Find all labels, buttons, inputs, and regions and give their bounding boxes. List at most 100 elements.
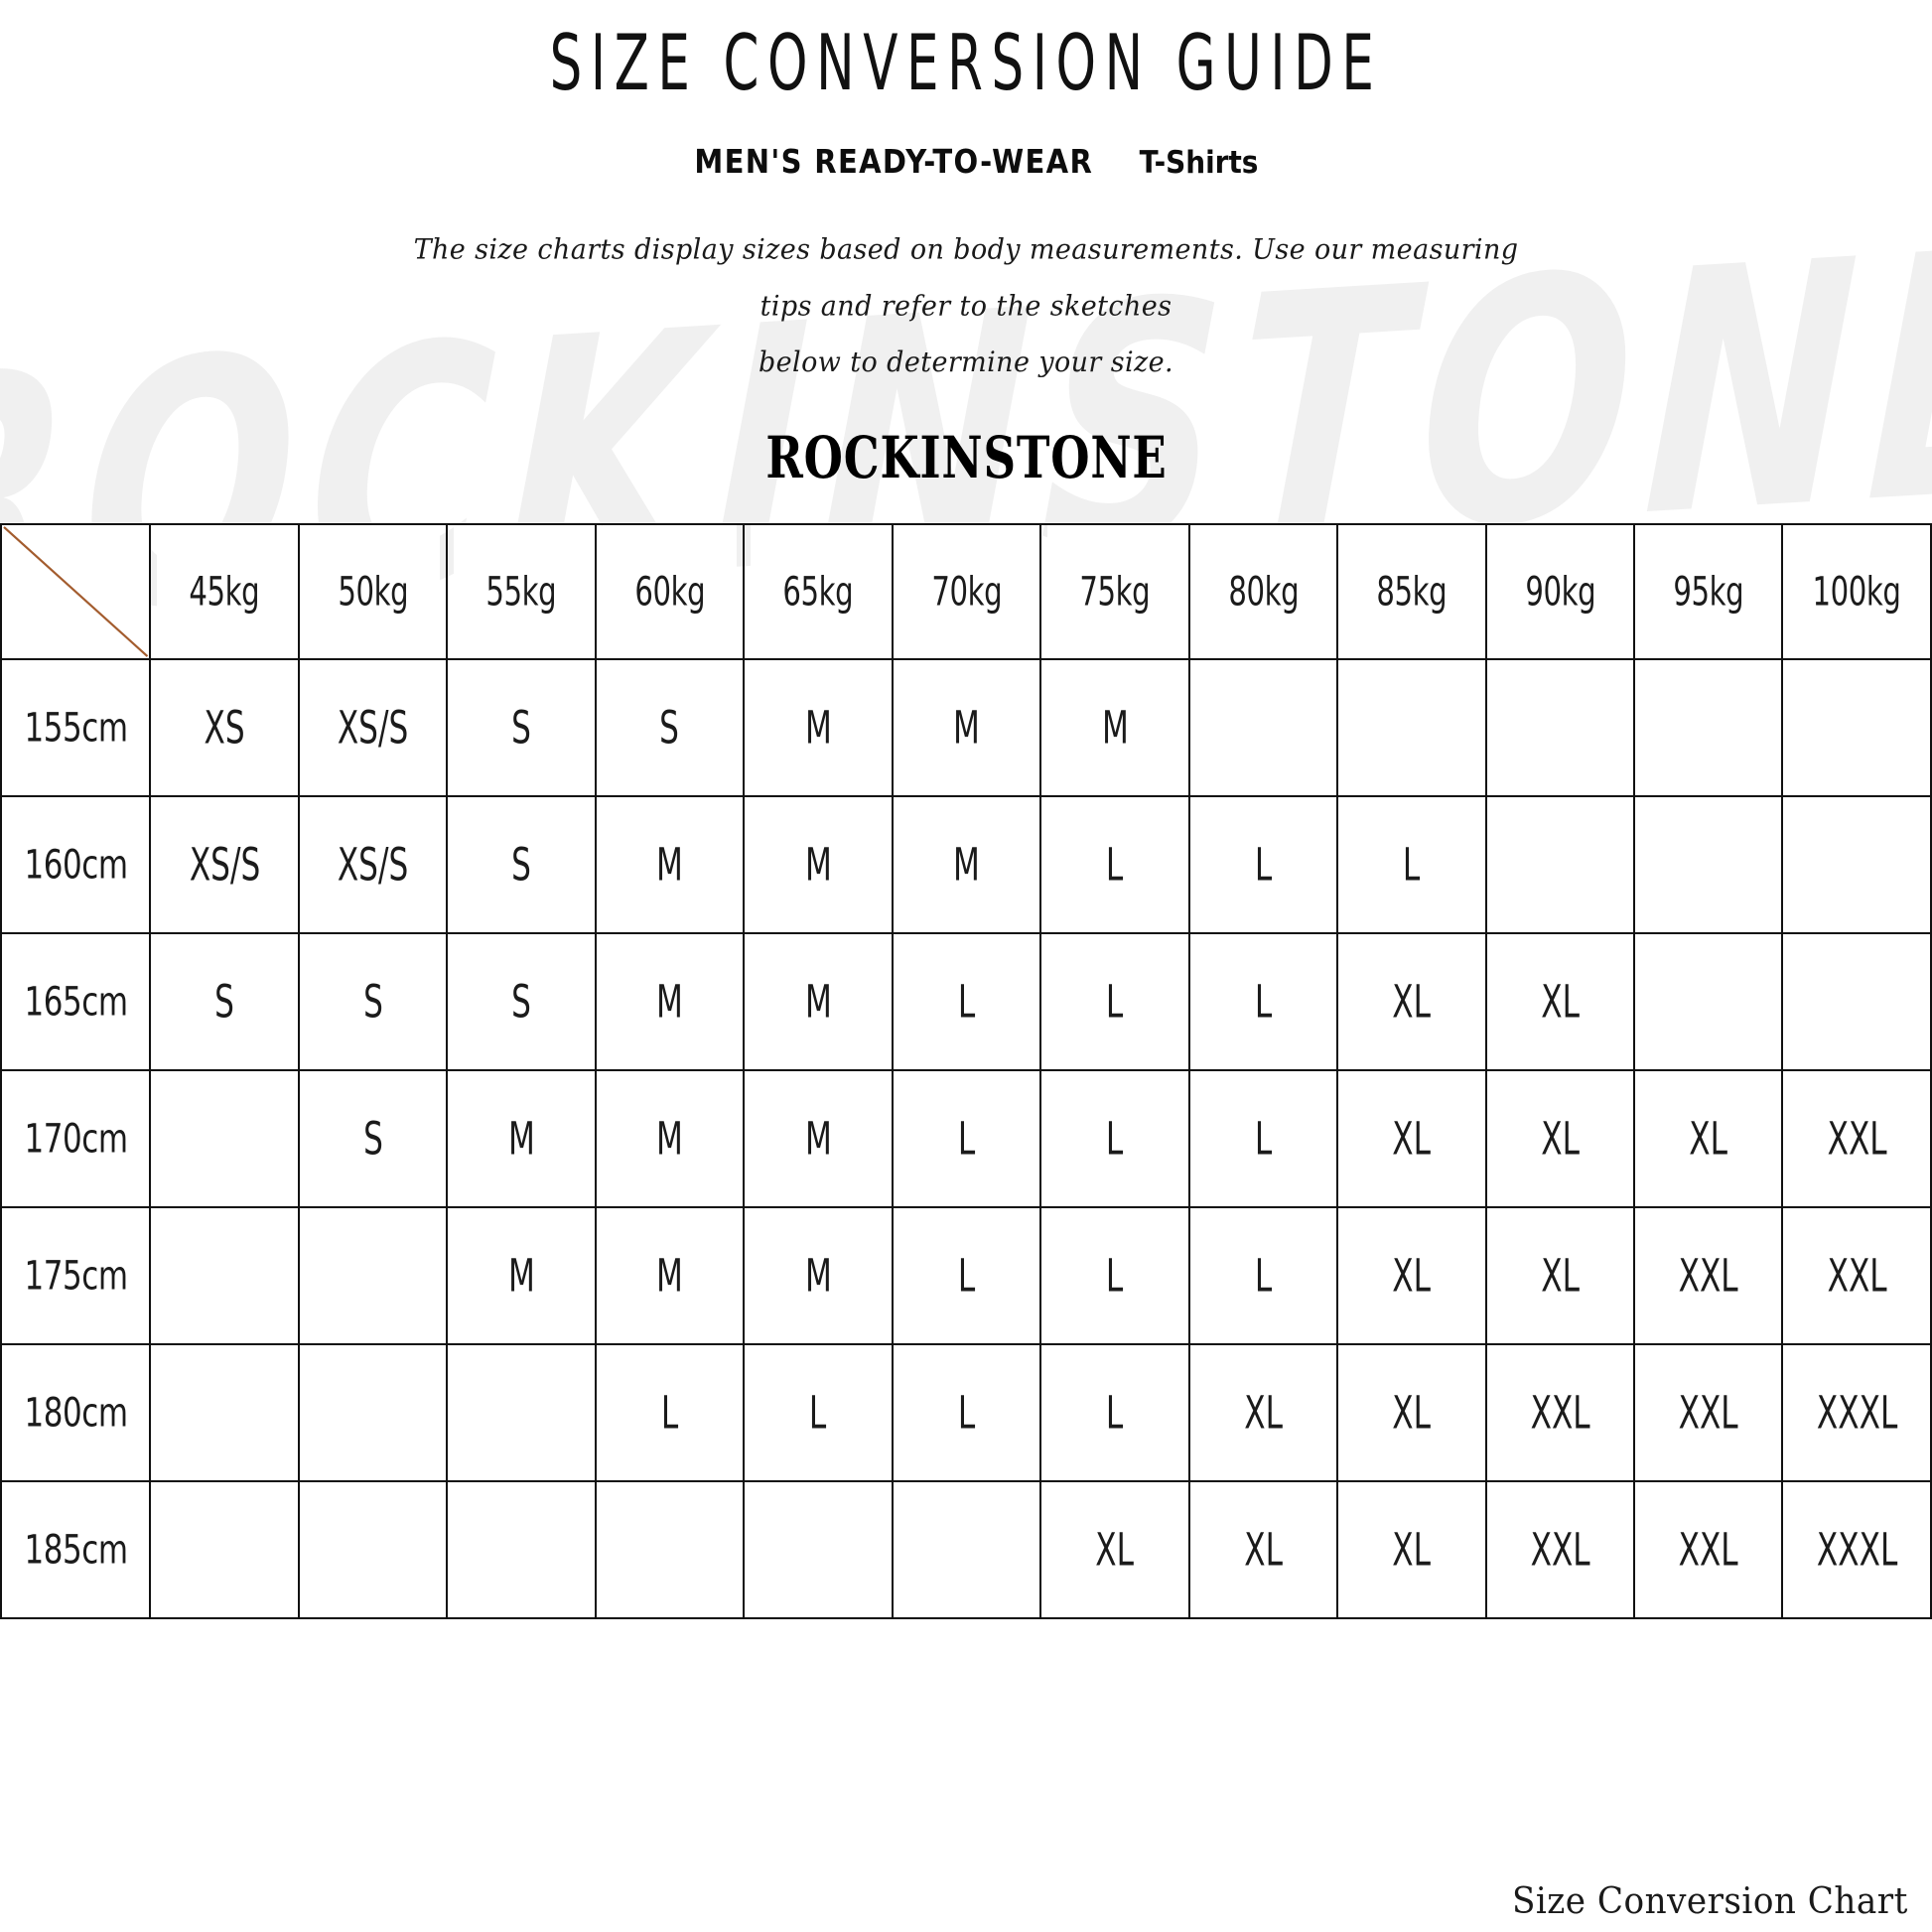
size-cell: L: [1039, 1343, 1190, 1482]
size-value: XXL: [1530, 1523, 1590, 1577]
size-cell: L: [891, 1206, 1042, 1345]
weight-column-header: 95kg: [1639, 523, 1778, 660]
size-value: M: [804, 701, 832, 755]
size-cell: XXL: [1781, 1206, 1932, 1345]
size-value: XXL: [1678, 1386, 1738, 1440]
size-value: XL: [1392, 1523, 1432, 1577]
size-value: L: [809, 1386, 827, 1440]
weight-label: 45kg: [189, 569, 260, 615]
weight-label: 95kg: [1673, 569, 1744, 615]
size-cell-empty: [1484, 795, 1635, 934]
size-cell: S: [446, 658, 597, 797]
size-value: XL: [1243, 1386, 1283, 1440]
size-cell-empty: [1187, 658, 1339, 797]
size-cell-empty: [446, 1343, 597, 1482]
size-cell: S: [446, 795, 597, 934]
size-cell: S: [446, 932, 597, 1071]
weight-column-header: 50kg: [303, 523, 443, 660]
size-value: L: [1403, 838, 1421, 892]
size-value: M: [656, 975, 683, 1029]
height-row-header: 175cm: [0, 1206, 152, 1345]
size-value: XS/S: [337, 838, 409, 892]
size-value: M: [952, 701, 980, 755]
description-text: The size charts display sizes based on b…: [405, 222, 1527, 391]
weight-label: 80kg: [1227, 569, 1299, 615]
table-row: 160cm XS/S XS/S S M M M L L L: [0, 795, 1932, 934]
size-value: XL: [1392, 1386, 1432, 1440]
size-cell: XL: [1336, 1206, 1487, 1345]
size-cell: M: [594, 795, 746, 934]
size-cell: XS: [149, 658, 300, 797]
size-cell-empty: [149, 1069, 300, 1208]
size-cell-empty: [1632, 932, 1784, 1071]
size-value: L: [1106, 1249, 1124, 1303]
weight-header-row: 45kg 50kg 55kg 60kg 65kg 70kg 75kg 80kg 85kg 90kg…: [0, 523, 1931, 660]
size-cell-empty: [297, 1206, 449, 1345]
size-cell: XL: [1632, 1069, 1784, 1208]
size-cell: XL: [1336, 932, 1487, 1071]
size-cell: M: [446, 1069, 597, 1208]
size-cell: XL: [1336, 1343, 1487, 1482]
size-cell: XXXL: [1781, 1480, 1932, 1619]
height-label: 185cm: [24, 1527, 128, 1573]
weight-label: 55kg: [485, 569, 557, 615]
size-value: L: [1254, 1112, 1273, 1166]
size-cell: M: [743, 795, 894, 934]
table-header: 45kg 50kg 55kg 60kg 65kg 70kg 75kg 80kg 85kg 90kg…: [0, 523, 1931, 660]
diagonal-divider-icon: [3, 526, 149, 657]
size-cell: XL: [1039, 1480, 1190, 1619]
size-cell: L: [1187, 795, 1339, 934]
size-cell: XXL: [1632, 1343, 1784, 1482]
size-cell: M: [594, 1069, 746, 1208]
size-value: M: [656, 838, 683, 892]
size-cell: M: [594, 1206, 746, 1345]
size-cell: XXL: [1484, 1343, 1635, 1482]
size-value: M: [656, 1249, 683, 1303]
size-cell-empty: [1632, 795, 1784, 934]
size-cell: S: [297, 1069, 449, 1208]
size-value: S: [511, 975, 531, 1029]
size-cell: XS/S: [297, 658, 449, 797]
size-cell: L: [891, 932, 1042, 1071]
size-cell: L: [1039, 795, 1190, 934]
height-label: 180cm: [24, 1390, 128, 1436]
page-title: SIZE CONVERSION GUIDE: [549, 18, 1383, 108]
table-row: 175cm M M M L L L XL XL XXL XXL: [0, 1206, 1932, 1345]
subtitle-row: MEN'S READY-TO-WEAR T-Shirts: [0, 142, 1932, 181]
size-value: XS: [204, 701, 245, 755]
size-cell: XL: [1336, 1069, 1487, 1208]
size-value: M: [1101, 701, 1129, 755]
size-value: L: [1254, 838, 1273, 892]
size-value: XS/S: [189, 838, 260, 892]
weight-label: 50kg: [338, 569, 409, 615]
height-row-header: 160cm: [0, 795, 152, 934]
height-label: 155cm: [24, 705, 128, 751]
footer-caption: Size Conversion Chart: [1512, 1881, 1908, 1922]
size-value: M: [804, 1249, 832, 1303]
size-value: L: [1254, 975, 1273, 1029]
height-label: 160cm: [24, 842, 128, 888]
weight-column-header: 60kg: [600, 523, 740, 660]
size-cell: XL: [1336, 1480, 1487, 1619]
size-value: XXL: [1827, 1249, 1887, 1303]
size-value: XXXL: [1816, 1386, 1897, 1440]
size-value: XL: [1392, 975, 1432, 1029]
size-value: XXL: [1530, 1386, 1590, 1440]
table-row: 185cm XL XL XL XXL XXL XXXL: [0, 1480, 1932, 1619]
size-cell: L: [891, 1343, 1042, 1482]
weight-column-header: 70kg: [897, 523, 1036, 660]
size-value: XS/S: [337, 701, 409, 755]
size-cell-empty: [446, 1480, 597, 1619]
height-label: 170cm: [24, 1116, 128, 1162]
size-cell: L: [1039, 1069, 1190, 1208]
size-cell: M: [743, 658, 894, 797]
size-cell: L: [891, 1069, 1042, 1208]
size-value: M: [804, 838, 832, 892]
weight-column-header: 65kg: [749, 523, 888, 660]
size-value: M: [952, 838, 980, 892]
size-cell: XXL: [1632, 1206, 1784, 1345]
size-cell: M: [743, 1206, 894, 1345]
table-row: 170cm S M M M L L L XL XL XL XXL: [0, 1069, 1932, 1208]
size-cell-empty: [149, 1206, 300, 1345]
